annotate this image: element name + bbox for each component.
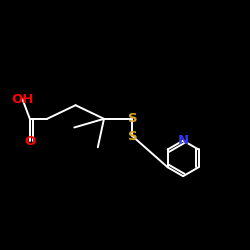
- Text: S: S: [128, 112, 137, 125]
- Text: OH: OH: [11, 92, 34, 106]
- Text: O: O: [24, 134, 36, 147]
- Text: S: S: [128, 130, 137, 142]
- Text: N: N: [178, 134, 189, 147]
